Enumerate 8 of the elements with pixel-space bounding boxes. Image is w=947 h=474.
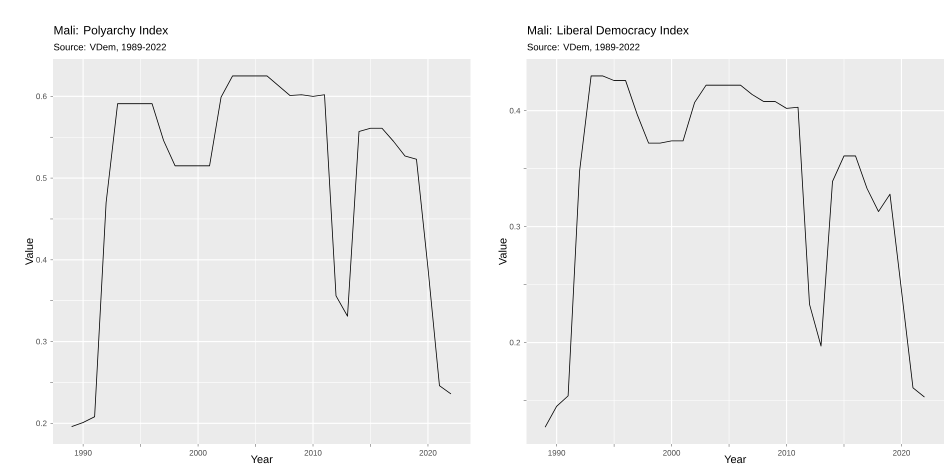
x-axis-title: Year bbox=[724, 456, 746, 464]
chart-title: Mali: Polyarchy Index bbox=[54, 26, 168, 37]
x-axis-title: Year bbox=[250, 456, 273, 464]
chart-subtitle: Source: VDem, 1989-2022 bbox=[527, 44, 640, 52]
chart-subtitle: Source: VDem, 1989-2022 bbox=[54, 44, 166, 52]
y-axis-title: Value bbox=[25, 238, 34, 266]
chart-title: Mali: Liberal Democracy Index bbox=[528, 26, 689, 37]
y-axis-title: Value bbox=[498, 238, 507, 266]
